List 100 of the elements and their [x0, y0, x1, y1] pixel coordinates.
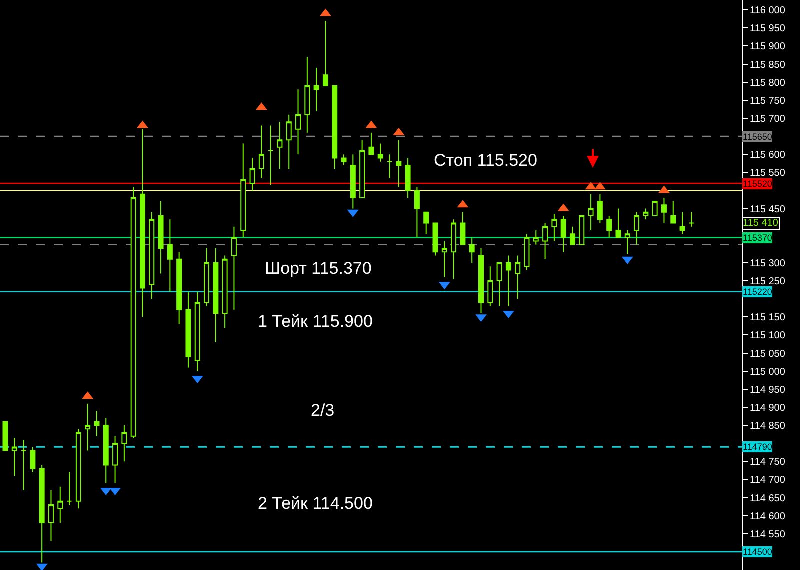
candlestick [634, 212, 640, 246]
annotation: 2/3 [311, 401, 335, 420]
candlestick [579, 216, 585, 246]
candlestick [341, 154, 347, 166]
y-tick-label: 114 650 [750, 493, 786, 504]
candlestick [332, 85, 338, 170]
candlestick [112, 436, 118, 484]
candlestick [130, 186, 136, 439]
candlestick [186, 291, 192, 368]
candlestick [552, 214, 558, 242]
candlestick [258, 125, 264, 179]
candlestick [176, 252, 182, 325]
ref-line-label: 115220 [743, 287, 772, 297]
candlestick [158, 201, 164, 274]
candlestick [277, 122, 283, 170]
y-tick-label: 115 300 [750, 258, 786, 270]
annotation: Стоп 115.520 [434, 151, 538, 170]
candlestick [360, 140, 366, 198]
candlestick [76, 428, 82, 510]
candlestick [680, 212, 686, 235]
y-tick-label: 115 850 [750, 60, 786, 71]
candlestick [542, 222, 548, 260]
candlestick [30, 446, 36, 473]
candlestick [488, 266, 494, 307]
candlestick [670, 201, 676, 224]
y-tick-label: 114 950 [750, 384, 786, 396]
y-tick-label: 115 450 [750, 204, 786, 216]
candlestick [460, 212, 466, 246]
y-tick-label: 115 150 [750, 312, 786, 324]
y-tick-label: 115 900 [750, 42, 786, 53]
candlestick [66, 472, 72, 506]
candlestick [496, 262, 502, 307]
candlestick [432, 222, 438, 256]
candlestick [451, 219, 457, 280]
ref-line-label: 115370 [743, 233, 772, 243]
candlestick [268, 125, 274, 186]
candlestick [21, 439, 27, 492]
candlestick [533, 230, 539, 246]
candlestick [85, 403, 91, 452]
y-tick-label: 115 050 [750, 348, 786, 360]
candlestick [524, 234, 530, 271]
candlestick [688, 212, 694, 228]
y-tick-label: 115 750 [750, 96, 786, 107]
y-tick-label: 115 800 [750, 78, 786, 89]
candlestick [12, 438, 18, 477]
candlestick [405, 158, 411, 198]
candlestick [149, 212, 155, 300]
candlestick [588, 194, 594, 231]
y-tick-label: 115 700 [750, 114, 786, 125]
candlestick [194, 291, 200, 372]
y-tick-label: 115 100 [750, 330, 786, 342]
candlestick [231, 226, 237, 310]
y-tick-label: 115 250 [750, 276, 786, 288]
candlestick [378, 143, 384, 162]
candlestick [387, 154, 392, 179]
candlestick [597, 194, 603, 224]
y-tick-label: 115 600 [750, 150, 786, 162]
y-tick-label: 115 550 [750, 168, 786, 180]
y-tick-label: 114 850 [750, 421, 786, 432]
candlestick [652, 201, 658, 217]
candlestick [240, 143, 246, 238]
annotation: 1 Тейк 115.900 [258, 312, 373, 331]
candlestick [414, 186, 420, 238]
ref-line-label: 114790 [743, 442, 772, 452]
candlestick [94, 410, 100, 437]
candlestick [103, 418, 109, 484]
candlestick [286, 114, 292, 170]
candlestick [204, 248, 210, 307]
y-tick-label: 114 750 [750, 457, 786, 468]
candlestick [296, 89, 302, 156]
candlestick [213, 248, 219, 343]
y-tick-label: 115 950 [750, 24, 786, 35]
candlestick [322, 20, 328, 86]
candlestick [424, 212, 430, 235]
y-tick-label: 114 550 [750, 529, 786, 540]
candlestick [58, 486, 64, 524]
candlestick [478, 248, 484, 314]
candlestick [140, 128, 146, 318]
y-tick-label: 115 000 [750, 366, 786, 378]
candlestick [167, 219, 173, 292]
candlestick [469, 237, 475, 264]
candlestick [368, 132, 374, 156]
candlestick [606, 216, 612, 238]
ref-line-label: 114500 [743, 547, 772, 557]
candlestick [624, 230, 630, 254]
candlestick [250, 158, 256, 192]
y-tick-label: 114 700 [750, 475, 786, 486]
candlestick [442, 240, 448, 278]
candlestick [222, 255, 228, 328]
candlestick [506, 255, 512, 307]
candlestick [122, 425, 128, 462]
candlestick [396, 140, 402, 188]
candlestick [515, 255, 521, 300]
ref-line-label: 115650 [743, 132, 772, 142]
candlestick [48, 490, 54, 542]
ref-line-label: 115520 [743, 179, 772, 189]
annotation: Шорт 115.370 [265, 259, 372, 278]
y-tick-label: 114 900 [750, 402, 786, 414]
candlestick [570, 226, 576, 246]
y-tick-label: 116 000 [750, 6, 786, 17]
